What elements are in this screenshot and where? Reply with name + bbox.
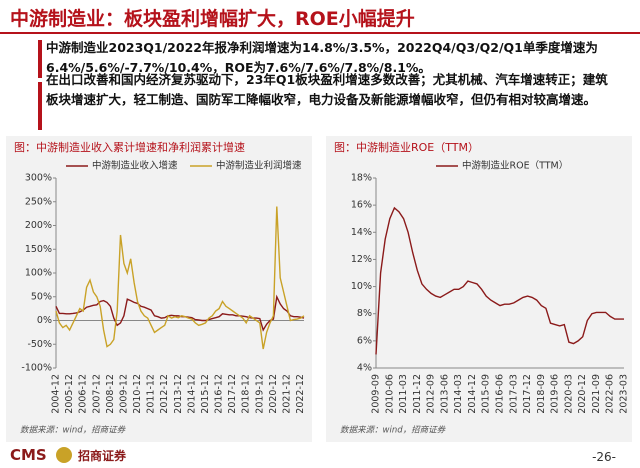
y-tick-label: -50%	[27, 339, 52, 350]
legend-label: 中游制造业利润增速	[216, 160, 302, 172]
y-tick-label: 6%	[357, 335, 372, 346]
y-tick-label: 250%	[25, 196, 52, 207]
x-tick-label: 2021-09	[591, 374, 602, 414]
x-tick-label: 2014-12	[186, 374, 197, 414]
chart-title: 图：中游制造业ROE（TTM）	[334, 140, 479, 154]
source: 数据来源：wind，招商证券	[20, 425, 127, 436]
series-line	[55, 206, 305, 350]
x-tick-label: 2019-06	[550, 374, 561, 414]
chart-panel: 图：中游制造业收入累计增速和净利润累计增速 -100% -50% 0% 50% 100% 1…	[6, 136, 312, 442]
x-tick-label: 2007-12	[91, 374, 102, 414]
legend-label: 中游制造业ROE（TTM）	[462, 160, 568, 172]
x-tick-label: 2018-09	[536, 374, 547, 414]
x-tick-label: 2016-12	[214, 374, 225, 414]
paragraph: 中游制造业2023Q1/2022年报净利润增速为14.8%/3.5%，2022Q…	[46, 40, 598, 75]
chart: 图：中游制造业ROE（TTM） 4% 6% 8% 10% 12% 14% 16% 18% 2009…	[334, 140, 630, 436]
chart-title: 图：中游制造业收入累计增速和净利润累计增速	[14, 140, 245, 154]
x-tick-label: 2015-12	[200, 374, 211, 414]
legend-label: 中游制造业收入增速	[92, 160, 178, 172]
y-tick-label: 50%	[31, 291, 52, 302]
x-tick-label: 2005-12	[64, 374, 75, 414]
page-number: -26-	[592, 450, 616, 464]
y-tick-label: 10%	[351, 281, 372, 292]
paragraph: 在出口改善和国内经济复苏驱动下，23年Q1板块盈利增速多数改善；尤其机械、汽车增…	[46, 72, 608, 107]
y-tick-label: -100%	[21, 363, 52, 374]
x-tick-label: 2014-03	[453, 374, 464, 414]
para-bar	[38, 40, 42, 78]
x-tick-label: 2004-12	[51, 374, 62, 414]
x-tick-label: 2011-12	[146, 374, 157, 414]
x-tick-label: 2016-06	[495, 374, 506, 414]
x-tick-label: 2012-12	[159, 374, 170, 414]
logo	[56, 447, 72, 463]
x-tick-label: 2014-12	[467, 374, 478, 414]
y-tick-label: 200%	[25, 220, 52, 231]
brand: CMS	[10, 446, 47, 464]
x-tick-label: 2009-09	[371, 374, 382, 414]
x-tick-label: 2017-12	[522, 374, 533, 414]
x-tick-label: 2010-12	[132, 374, 143, 414]
para-bar	[38, 82, 42, 130]
x-tick-label: 2010-06	[384, 374, 395, 414]
source: 数据来源：wind，招商证券	[340, 425, 447, 436]
y-tick-label: 300%	[25, 173, 52, 184]
y-tick-label: 14%	[351, 227, 372, 238]
x-tick-label: 2017-03	[508, 374, 519, 414]
y-tick-label: 16%	[351, 200, 372, 211]
y-tick-label: 0%	[37, 315, 52, 326]
y-tick-label: 150%	[25, 244, 52, 255]
x-tick-label: 2021-12	[282, 374, 293, 414]
y-tick-label: 18%	[351, 173, 372, 184]
brand-cn: 招商证券	[78, 449, 127, 463]
x-tick-label: 2019-12	[254, 374, 265, 414]
x-tick-label: 2022-06	[605, 374, 616, 414]
slide-title: 中游制造业：板块盈利增幅扩大，ROE小幅提升	[10, 8, 415, 30]
x-tick-label: 2017-12	[227, 374, 238, 414]
x-tick-label: 2020-03	[563, 374, 574, 414]
x-tick-label: 2012-09	[426, 374, 437, 414]
series-line	[55, 294, 305, 332]
x-tick-label: 2020-12	[268, 374, 279, 414]
x-tick-label: 2011-12	[412, 374, 423, 414]
x-tick-label: 2020-12	[577, 374, 588, 414]
y-tick-label: 4%	[357, 363, 372, 374]
y-tick-label: 100%	[25, 268, 52, 279]
x-tick-label: 2018-12	[241, 374, 252, 414]
x-tick-label: 2013-06	[439, 374, 450, 414]
x-tick-label: 2015-09	[481, 374, 492, 414]
x-tick-label: 2009-12	[118, 374, 129, 414]
chart: 图：中游制造业收入累计增速和净利润累计增速 -100% -50% 0% 50% 100% 1…	[14, 140, 306, 436]
x-tick-label: 2022-12	[295, 374, 306, 414]
x-tick-label: 2008-12	[105, 374, 116, 414]
y-tick-label: 12%	[351, 254, 372, 265]
title-rule	[0, 32, 640, 34]
chart-panel: 图：中游制造业ROE（TTM） 4% 6% 8% 10% 12% 14% 16% 18% 2009…	[326, 136, 632, 442]
x-tick-label: 2023-03	[619, 374, 630, 414]
x-tick-label: 2013-12	[173, 374, 184, 414]
series-line	[375, 206, 624, 355]
x-tick-label: 2006-12	[78, 374, 89, 414]
x-tick-label: 2011-03	[398, 374, 409, 414]
y-tick-label: 8%	[357, 308, 372, 319]
